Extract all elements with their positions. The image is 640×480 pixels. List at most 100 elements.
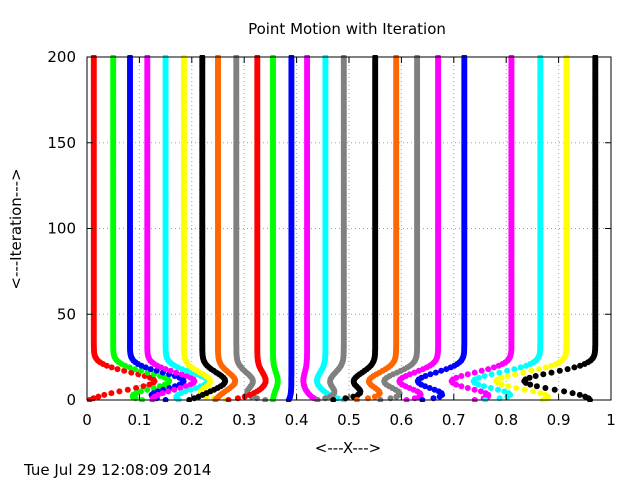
data-point <box>161 374 168 381</box>
data-point <box>530 388 537 395</box>
data-point <box>162 366 169 373</box>
data-point <box>504 373 511 379</box>
data-point <box>138 388 144 395</box>
data-point <box>150 385 157 391</box>
data-point <box>183 373 190 379</box>
data-point <box>532 373 539 379</box>
data-point <box>526 374 533 381</box>
data-point <box>165 388 172 395</box>
data-point <box>551 386 558 393</box>
x-axis-label: <---X---> <box>315 439 381 457</box>
data-point <box>495 386 501 393</box>
point-4-trajectory <box>144 55 198 402</box>
data-point <box>192 385 199 391</box>
data-point <box>121 367 128 374</box>
grid <box>87 57 611 400</box>
data-point <box>159 390 166 397</box>
timestamp: Tue Jul 29 12:08:09 2014 <box>24 461 212 479</box>
data-point <box>537 390 544 397</box>
data-point <box>126 364 133 371</box>
data-point <box>458 373 465 379</box>
x-tick-label: 0.4 <box>285 411 309 429</box>
point-1-trajectory <box>87 55 158 402</box>
data-point <box>182 388 189 395</box>
data-point <box>501 388 508 395</box>
data-point <box>571 364 578 371</box>
x-tick-label: 0.7 <box>442 411 466 429</box>
data-point <box>147 374 153 381</box>
data-point <box>155 391 161 398</box>
data-point <box>108 364 115 371</box>
data-point <box>464 385 471 391</box>
point-22-trajectory <box>470 55 544 402</box>
data-point <box>576 391 583 398</box>
y-tick-label: 200 <box>47 48 76 66</box>
data-point <box>498 374 505 381</box>
data-point <box>133 385 140 391</box>
data-point <box>183 367 190 374</box>
data-point <box>432 369 439 376</box>
data-point <box>114 366 121 373</box>
data-point <box>477 388 484 395</box>
x-tick-label: 0.9 <box>547 411 571 429</box>
data-point <box>173 369 180 376</box>
data-point <box>521 386 528 393</box>
data-point <box>475 374 482 381</box>
data-point <box>528 367 535 374</box>
point-3-trajectory <box>127 55 187 402</box>
data-point <box>505 383 512 390</box>
data-point <box>542 364 549 371</box>
x-tick-label: 0 <box>82 411 92 429</box>
data-point <box>464 371 471 378</box>
data-point <box>540 371 547 378</box>
x-tick-label: 0.3 <box>232 411 256 429</box>
data-point <box>511 366 518 373</box>
data-point <box>487 385 494 391</box>
data-point <box>453 374 460 381</box>
data-point <box>533 383 540 390</box>
data-point <box>133 390 140 397</box>
data-points <box>87 55 599 402</box>
data-point <box>132 366 138 373</box>
data-point <box>582 393 589 400</box>
data-point <box>481 373 488 379</box>
y-tick-label: 150 <box>47 134 76 152</box>
y-axis-label: <---Iteration---> <box>7 168 25 289</box>
data-point <box>496 369 503 376</box>
y-tick-label: 0 <box>66 391 76 409</box>
data-point <box>138 367 144 374</box>
data-point <box>177 385 184 391</box>
data-point <box>520 369 527 376</box>
data-point <box>153 367 160 374</box>
data-point <box>471 369 478 376</box>
point-21-trajectory <box>448 55 515 402</box>
data-point <box>427 371 434 378</box>
data-point <box>144 386 151 393</box>
data-point <box>167 367 174 374</box>
data-point <box>488 371 495 378</box>
data-point <box>108 390 115 397</box>
data-point <box>485 366 492 373</box>
data-point <box>504 367 511 374</box>
data-point <box>101 391 108 398</box>
data-point <box>536 366 543 373</box>
x-tick-label: 0.1 <box>127 411 151 429</box>
data-point <box>542 391 549 398</box>
data-point <box>517 364 524 371</box>
data-point <box>481 383 487 390</box>
data-point <box>171 386 178 393</box>
data-point <box>438 367 445 374</box>
data-point <box>548 369 555 376</box>
data-point <box>187 386 194 393</box>
data-point <box>556 367 563 374</box>
chart-title: Point Motion with Iteration <box>248 20 446 38</box>
x-tick-label: 0.8 <box>494 411 518 429</box>
data-point <box>178 371 185 378</box>
data-point <box>95 393 102 400</box>
data-point <box>542 385 549 391</box>
x-tick-label: 0.5 <box>337 411 361 429</box>
data-point <box>564 366 571 373</box>
data-point <box>147 366 154 373</box>
data-point <box>569 390 576 397</box>
